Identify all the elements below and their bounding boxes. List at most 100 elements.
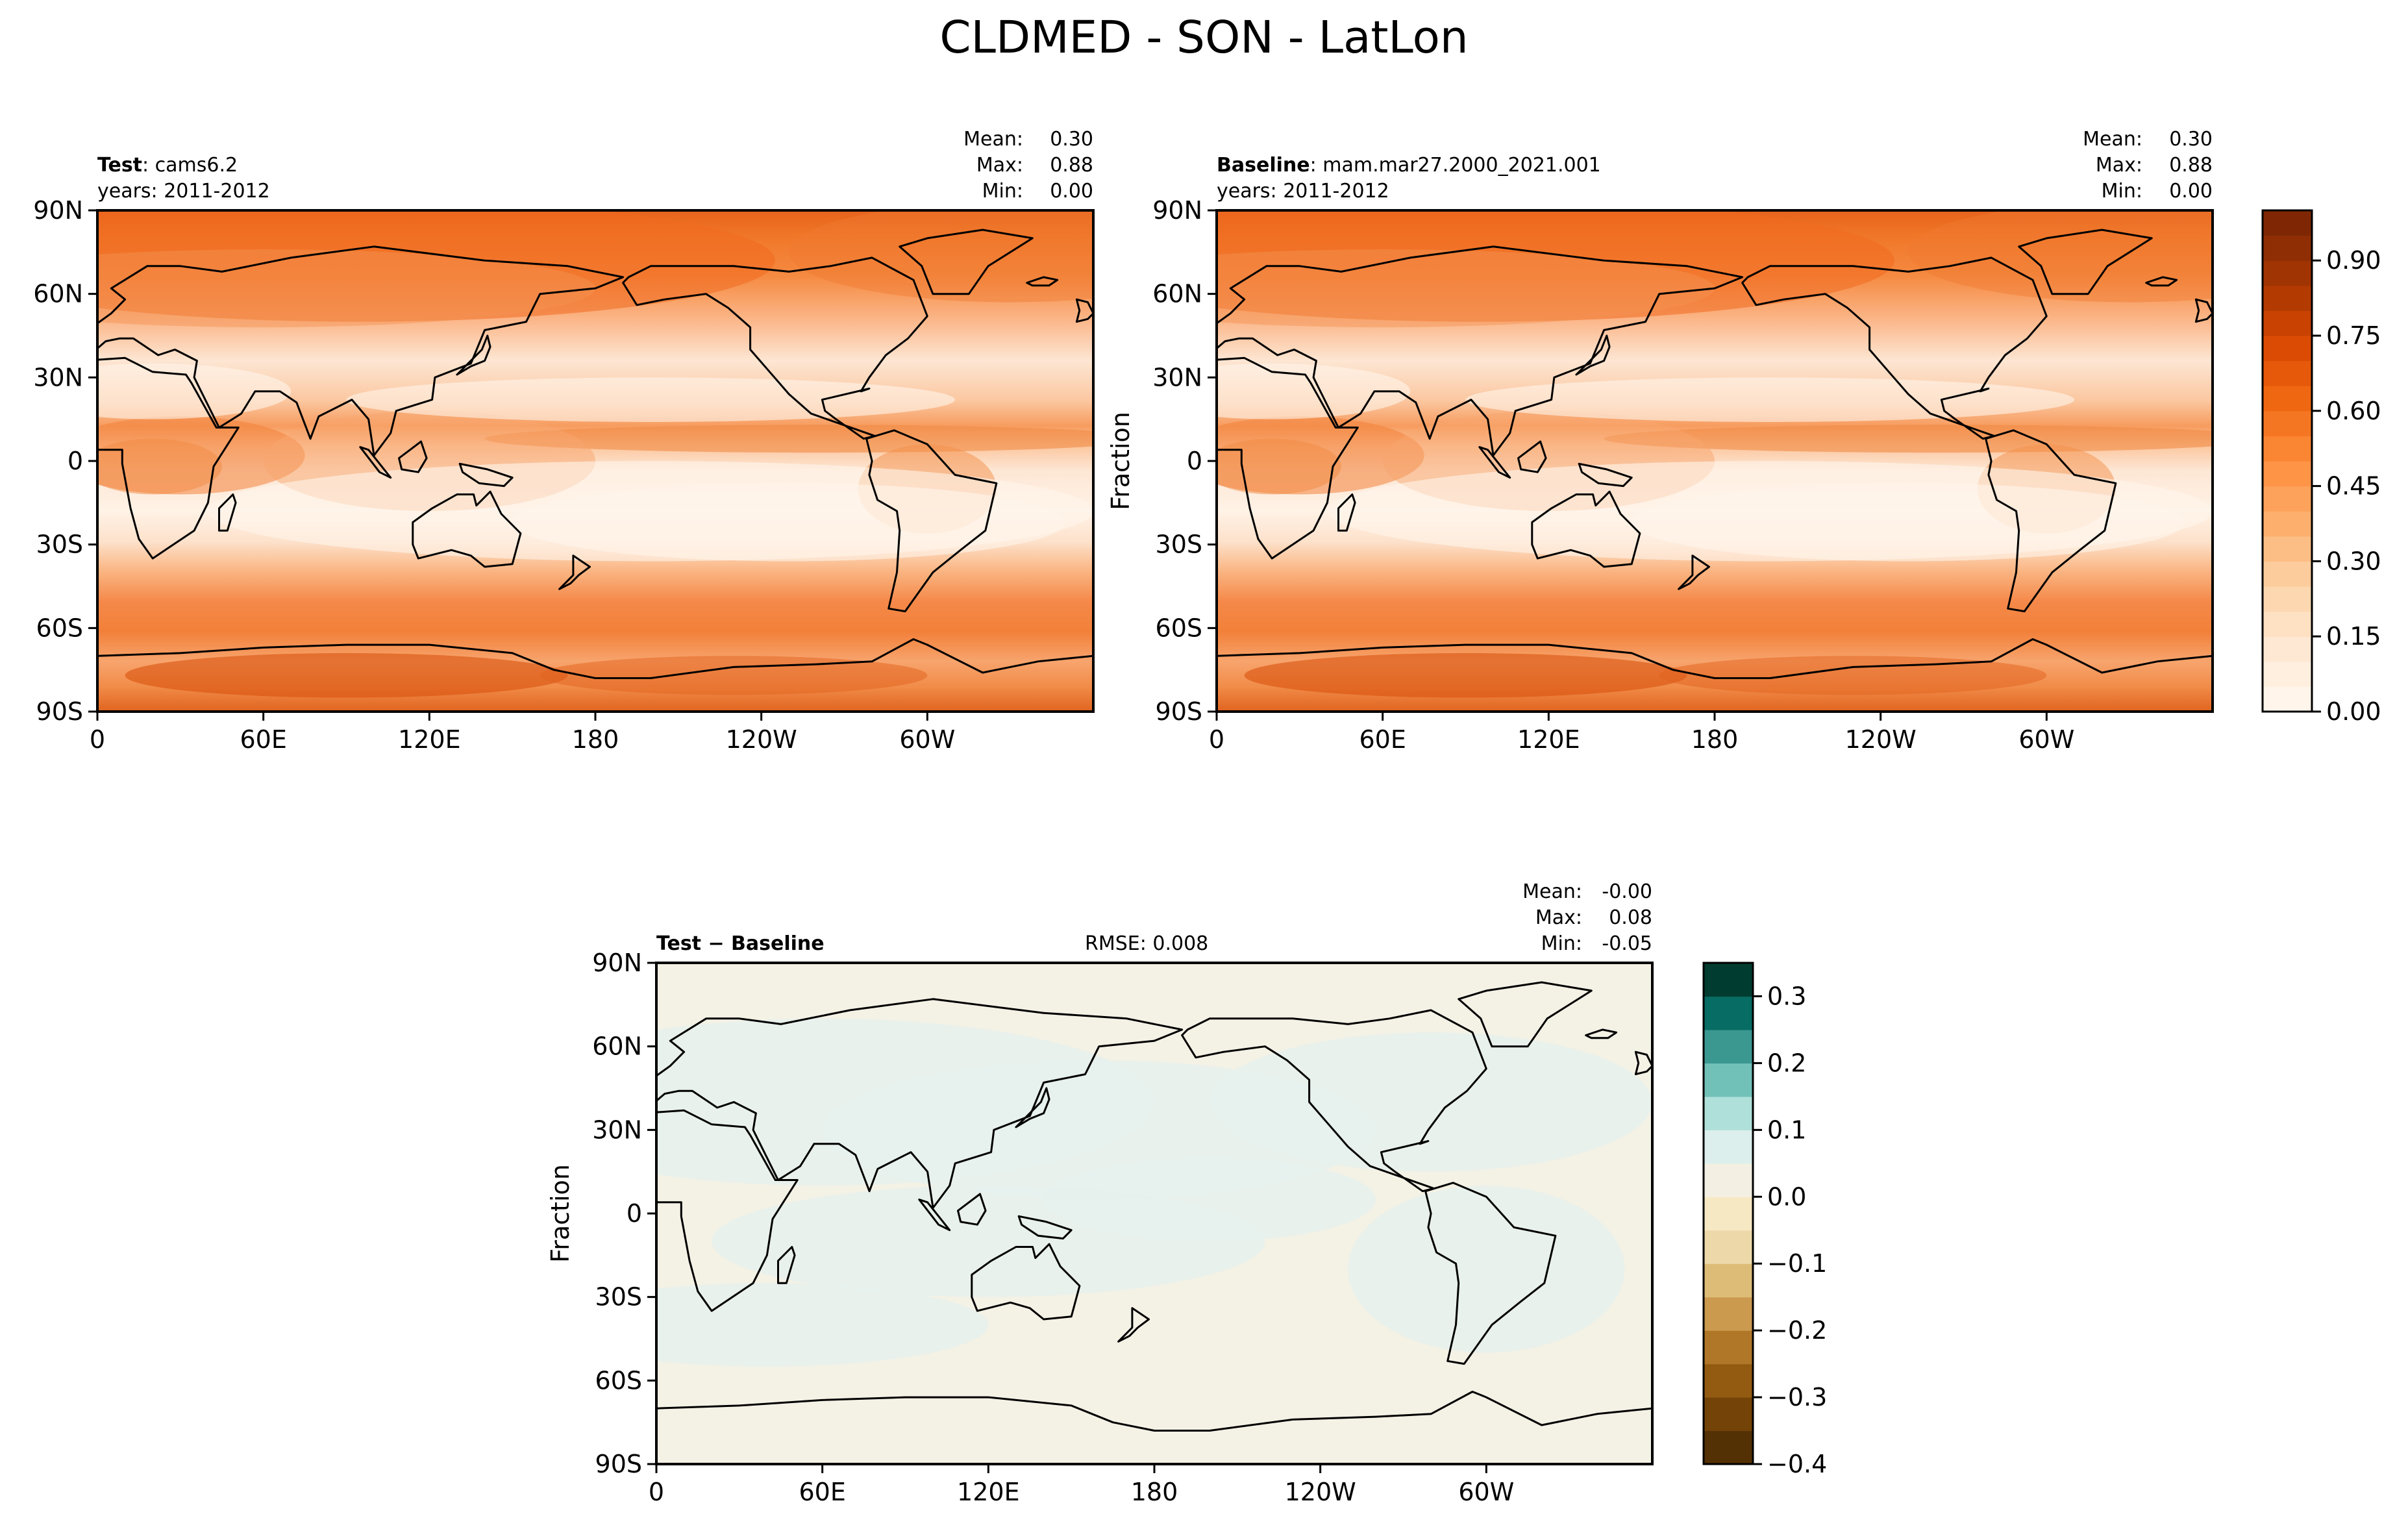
coastline xyxy=(218,493,237,532)
colorbar-segment xyxy=(2263,611,2312,637)
field-feature xyxy=(1043,1158,1376,1241)
y-tick-label: 0 xyxy=(1187,447,1202,475)
y-tick-label: 30N xyxy=(33,363,83,392)
x-tick-label: 0 xyxy=(90,725,105,754)
field-feature xyxy=(1217,438,1341,495)
coastline xyxy=(622,256,928,440)
field-baseline xyxy=(1217,210,2213,712)
field-diff xyxy=(656,963,1652,1464)
coastline xyxy=(1217,638,2213,712)
y-tick-label: 60S xyxy=(595,1366,642,1395)
coastline xyxy=(1117,1307,1150,1343)
colorbar-segment xyxy=(2263,586,2312,612)
coastline xyxy=(1424,1182,1557,1365)
coastline xyxy=(865,429,998,613)
stat-name: Max: xyxy=(2096,154,2142,177)
coastline xyxy=(97,638,1093,712)
x-tick-label: 0 xyxy=(649,1478,664,1506)
coastline xyxy=(1337,493,1356,532)
stat-value: 0.30 xyxy=(2169,128,2213,151)
colorbar-segment xyxy=(1704,1330,1753,1365)
panel-label: Baseline: mam.mar27.2000_2021.001 xyxy=(1217,154,1601,177)
stat-name: Mean: xyxy=(963,128,1023,151)
colorbar-segment xyxy=(2263,260,2312,286)
colorbar-tick-label: 0.15 xyxy=(2326,622,2381,651)
stat-value: 0.00 xyxy=(2169,180,2213,203)
field-feature xyxy=(125,653,568,698)
x-tick-label: 60E xyxy=(799,1478,845,1506)
x-tick-label: 120W xyxy=(1285,1478,1356,1506)
field-feature xyxy=(346,377,955,422)
colorbar-tick-label: −0.1 xyxy=(1767,1249,1827,1278)
colorbar-tick-label: 0.1 xyxy=(1767,1115,1806,1144)
colorbar-segment xyxy=(1704,1197,1753,1231)
coastline xyxy=(1741,256,2048,440)
coastline xyxy=(1026,276,1059,287)
colorbar-main: 0.00 0.15 0.30 0.45 0.60 0.75 0.90 xyxy=(2261,209,2381,726)
coastline xyxy=(2194,298,2213,323)
stat-name: Max: xyxy=(976,154,1023,177)
stat-value: 0.30 xyxy=(1050,128,1093,151)
coastline xyxy=(1634,1050,1652,1076)
coastline xyxy=(2145,276,2178,287)
coastline xyxy=(656,998,1184,1209)
colorbar-segment xyxy=(2263,536,2312,562)
colorbar-segment xyxy=(1704,996,1753,1030)
colorbar-segment xyxy=(2263,511,2312,537)
colorbar-tick-label: 0.30 xyxy=(2326,547,2381,575)
colorbar-segment xyxy=(1704,1430,1753,1465)
coastline xyxy=(558,554,591,590)
stat-value: -0.00 xyxy=(1602,880,1652,903)
colorbar-segment xyxy=(2263,210,2312,236)
rmse-label: RMSE: 0.008 xyxy=(1085,932,1208,955)
x-tick-label: 180 xyxy=(1131,1478,1178,1506)
y-tick-label: 30N xyxy=(592,1115,642,1144)
stat-value: 0.88 xyxy=(2169,154,2213,177)
x-tick-label: 120W xyxy=(726,725,797,754)
coastline xyxy=(97,245,625,456)
coastline xyxy=(918,1199,951,1232)
coastline xyxy=(1575,334,1611,376)
field-feature xyxy=(512,483,1066,562)
y-tick-label: 90N xyxy=(592,949,642,977)
y-tick-label: 90N xyxy=(33,196,83,225)
colorbar-tick-label: 0.3 xyxy=(1767,982,1806,1010)
field-feature xyxy=(1348,1186,1625,1353)
coastline xyxy=(398,440,428,473)
y-tick-label: 90S xyxy=(36,697,83,726)
stat-name: Min: xyxy=(982,180,1023,203)
panel-label-name: : mam.mar27.2000_2021.001 xyxy=(1310,154,1601,177)
coastline xyxy=(1531,490,1641,568)
coastline xyxy=(1678,554,1710,590)
field-feature xyxy=(97,438,222,495)
field-feature xyxy=(1632,483,2185,562)
y-tick-label: 90N xyxy=(1152,196,1202,225)
colorbar-segment xyxy=(1704,1297,1753,1331)
colorbar-tick-label: 0.90 xyxy=(2326,246,2381,275)
colorbar-segment xyxy=(2263,561,2312,587)
colorbar-tick-label: 0.60 xyxy=(2326,397,2381,425)
y-tick-label: 60N xyxy=(33,280,83,308)
colorbar-frame xyxy=(2261,209,2313,713)
field-feature xyxy=(789,210,1093,303)
y-tick-label: 90S xyxy=(1156,697,1202,726)
coastline xyxy=(1585,1028,1618,1039)
colorbar-tick-label: −0.3 xyxy=(1767,1383,1827,1411)
x-tick-label: 120E xyxy=(398,725,461,754)
x-tick-label: 180 xyxy=(572,725,619,754)
x-tick-label: 60E xyxy=(1359,725,1406,754)
stat-name: Mean: xyxy=(1522,880,1582,903)
field-feature xyxy=(1659,656,2047,695)
stat-value: -0.05 xyxy=(1602,932,1652,955)
coastlines xyxy=(1217,229,2213,712)
field-feature xyxy=(656,1283,989,1367)
x-tick-label: 60W xyxy=(899,725,955,754)
panel-label-bold: Baseline xyxy=(1217,154,1310,177)
coastline xyxy=(1478,446,1511,479)
colorbar-segment xyxy=(2263,636,2312,662)
colorbar-tick-label: 0.75 xyxy=(2326,321,2381,350)
panel-label: Test: cams6.2 xyxy=(97,154,238,177)
coastline xyxy=(2018,229,2153,295)
colorbar-segment xyxy=(2263,686,2312,712)
